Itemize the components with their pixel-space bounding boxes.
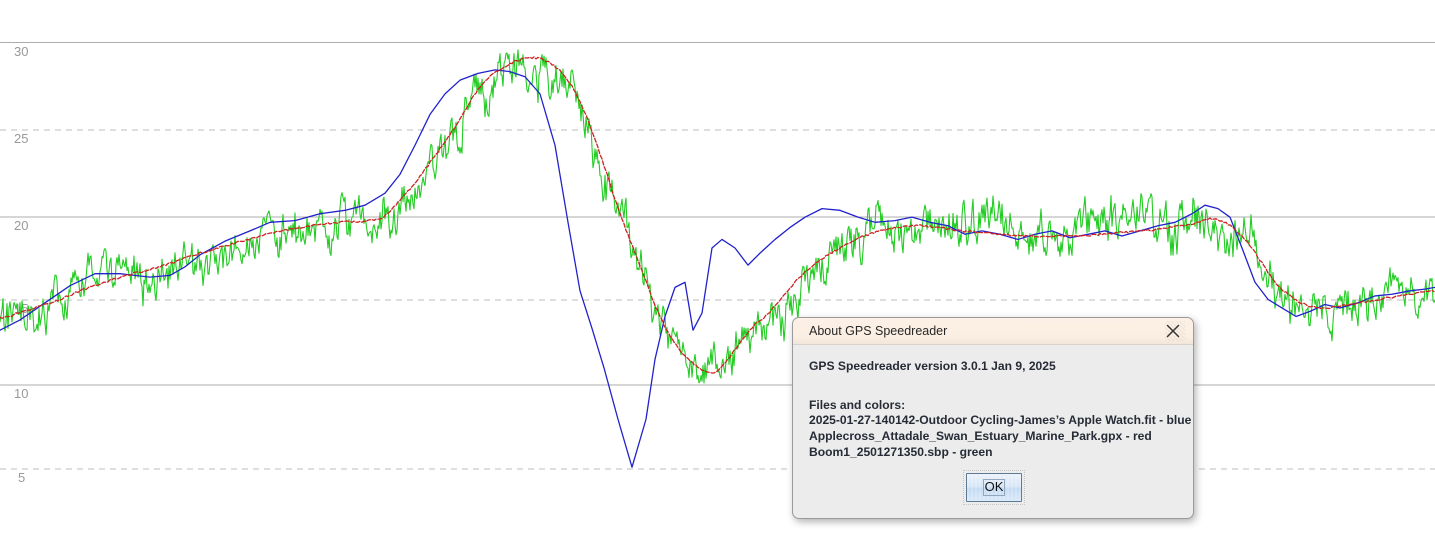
svg-text:10: 10 [14, 386, 28, 401]
svg-text:20: 20 [14, 218, 28, 233]
svg-text:30: 30 [14, 44, 28, 59]
svg-text:5: 5 [18, 470, 25, 485]
svg-text:25: 25 [14, 131, 28, 146]
